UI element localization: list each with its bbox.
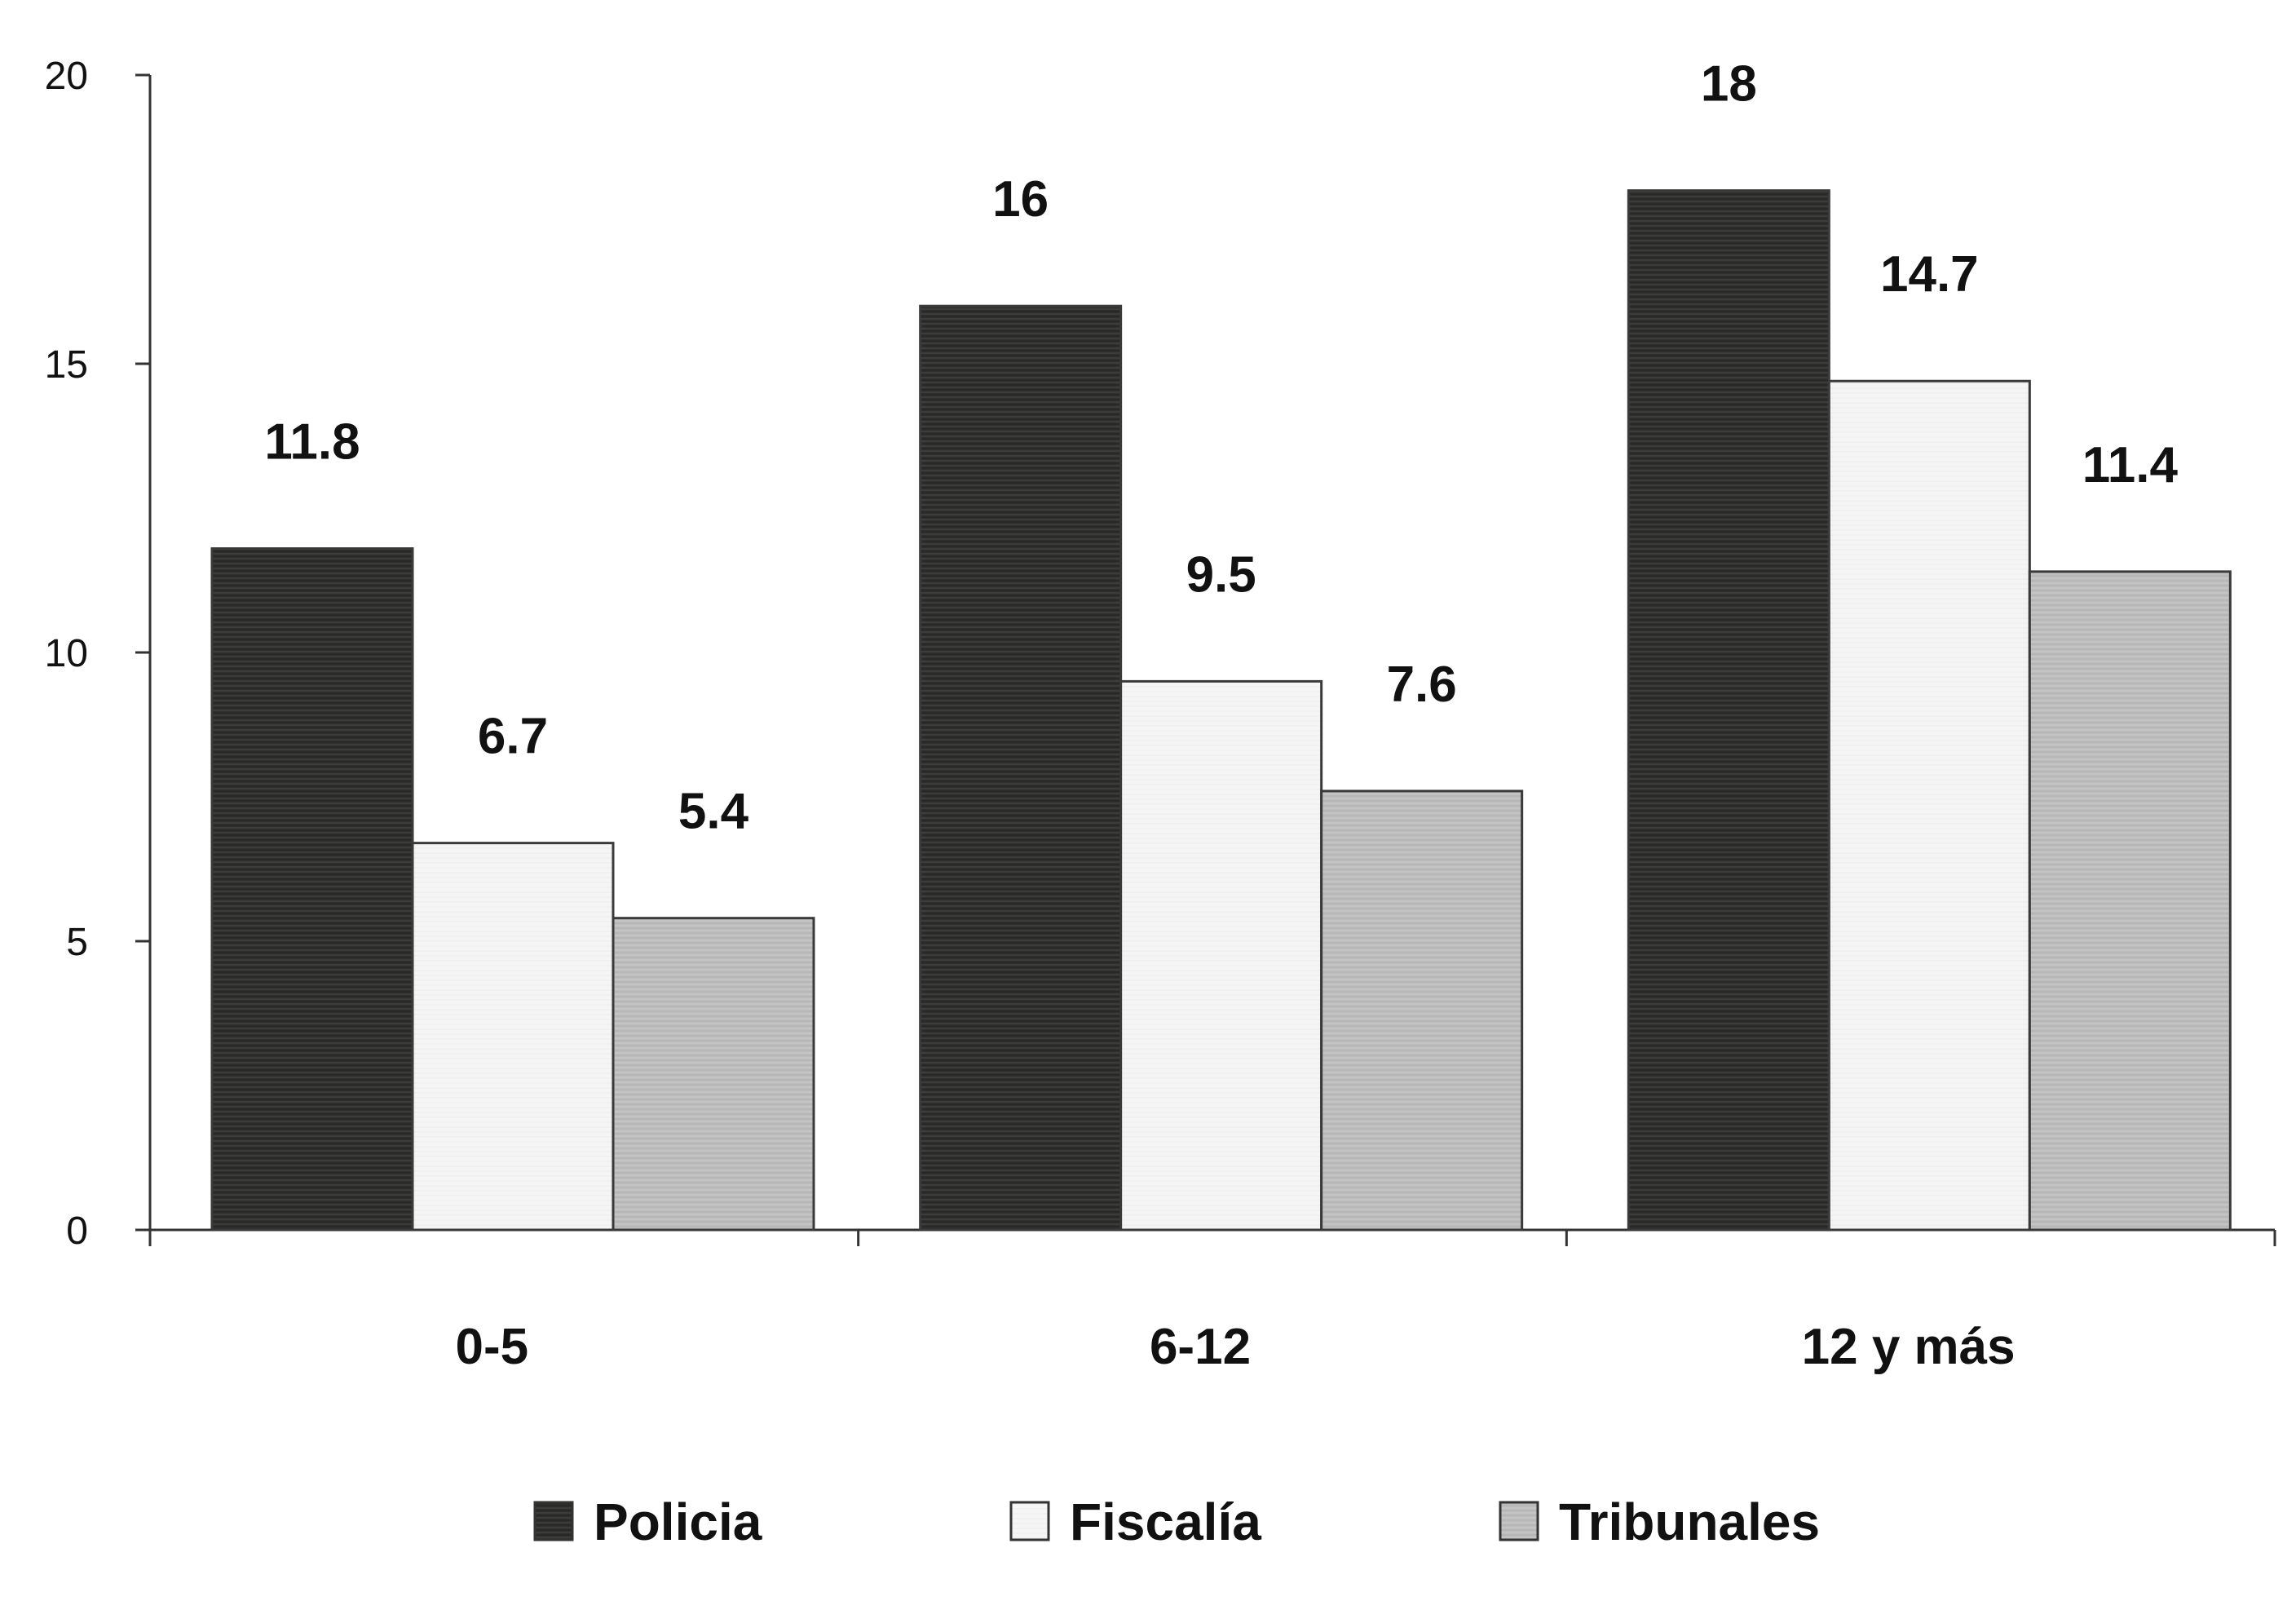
data-label: 7.6 [1387, 657, 1457, 713]
legend-item-policia: Policia [533, 1493, 762, 1551]
bar-fiscalia-0-5 [411, 842, 615, 1232]
legend-item-tribunales: Tribunales [1499, 1493, 1820, 1551]
legend-swatch [533, 1501, 574, 1541]
legend-label: Tribunales [1559, 1493, 1820, 1551]
bar-policia-6-12 [919, 304, 1123, 1232]
legend-item-fiscalia: Fiscalía [1009, 1493, 1261, 1551]
data-label: 9.5 [1186, 546, 1256, 603]
data-label: 6.7 [478, 709, 548, 765]
legend-swatch [1499, 1501, 1539, 1541]
category-label: 12 y más [1802, 1319, 2016, 1375]
y-tick-label: 20 [45, 55, 88, 98]
bar-fiscalia-6-12 [1119, 679, 1323, 1232]
y-tick-label: 0 [66, 1210, 88, 1253]
data-label: 18 [1701, 56, 1757, 113]
data-label: 11.4 [2082, 437, 2179, 493]
bar-tribunales-6-12 [1320, 789, 1524, 1232]
y-tick-label: 10 [45, 632, 88, 675]
legend-swatch [1009, 1501, 1050, 1541]
category-label: 6-12 [1150, 1319, 1251, 1375]
bar-fiscalia-12-y-mas [1827, 379, 2031, 1232]
bar-policia-0-5 [210, 547, 414, 1232]
legend-label: Fiscalía [1070, 1493, 1261, 1551]
category-label: 0-5 [456, 1319, 529, 1375]
legend-label: Policia [594, 1493, 762, 1551]
y-tick-label: 15 [45, 343, 88, 387]
y-tick-label: 5 [66, 921, 88, 964]
bar-policia-12-y-mas [1627, 189, 1830, 1232]
bar-tribunales-0-5 [612, 917, 815, 1232]
data-label: 14.7 [1880, 246, 1979, 303]
data-label: 16 [992, 171, 1049, 228]
bar-tribunales-12-y-mas [2028, 570, 2232, 1232]
data-label: 11.8 [264, 414, 360, 471]
data-label: 5.4 [678, 784, 749, 840]
